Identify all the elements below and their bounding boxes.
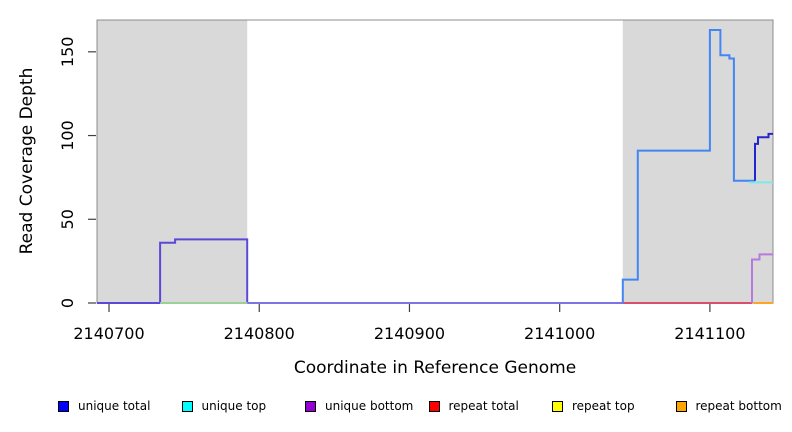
plot-layers: 2140700 2140800 2140900 2141000 2141100 0 50 10…: [58, 19, 774, 343]
legend-swatch-icon: [428, 400, 440, 412]
y-tick-label: 150: [58, 37, 77, 68]
masked-region-left: [97, 20, 248, 303]
legend-swatch-icon: [552, 400, 563, 412]
x-tick-label: 2141000: [524, 324, 595, 343]
legend: unique total unique top unique bottom repea…: [58, 398, 792, 414]
y-tick-label: 100: [58, 120, 77, 151]
legend-swatch-icon: [305, 400, 316, 412]
legend-swatch-icon: [675, 400, 687, 412]
legend-label: unique top: [201, 399, 267, 413]
legend-label: unique bottom: [325, 399, 414, 413]
x-tick-label: 2140800: [224, 324, 295, 343]
legend-item-unique-top: unique top: [181, 398, 306, 414]
x-axis-title: Coordinate in Reference Genome: [294, 358, 576, 378]
legend-label: unique total: [78, 399, 151, 413]
masked-region-right: [622, 20, 773, 303]
legend-swatch-icon: [58, 400, 69, 412]
legend-item-repeat-bottom: repeat bottom: [675, 398, 792, 414]
legend-label: repeat top: [572, 399, 635, 413]
unique-bottom-right-end: [751, 253, 773, 303]
y-axis-title: Read Coverage Depth: [17, 68, 37, 255]
y-tick-label: 50: [58, 209, 77, 229]
legend-swatch-icon: [181, 400, 193, 412]
legend-label: repeat total: [448, 399, 519, 413]
legend-item-unique-total: unique total: [58, 398, 182, 414]
unique-total-right-end: [754, 132, 773, 181]
unique-total-main: [621, 29, 755, 303]
x-tick-label: 2140900: [374, 324, 445, 343]
coverage-plot: 2140700 2140800 2140900 2141000 2141100 0 50 10…: [17, 19, 774, 378]
y-tick-label: 0: [58, 298, 77, 308]
legend-item-unique-bottom: unique bottom: [305, 398, 429, 414]
legend-item-repeat-total: repeat total: [428, 398, 553, 414]
x-tick-label: 2140700: [73, 324, 144, 343]
legend-item-repeat-top: repeat top: [552, 398, 676, 414]
legend-label: repeat bottom: [695, 399, 782, 413]
x-tick-label: 2141100: [674, 324, 745, 343]
